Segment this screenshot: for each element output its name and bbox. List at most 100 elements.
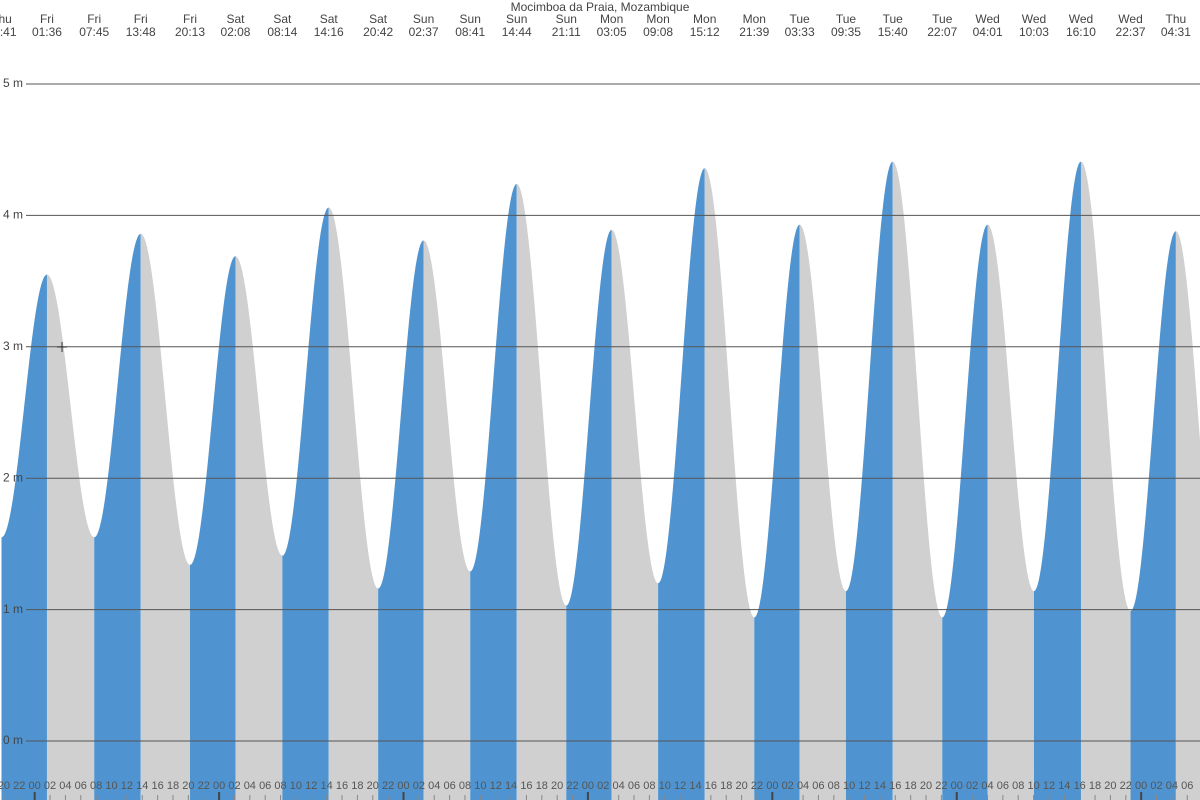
hour-label: 16 bbox=[1074, 780, 1086, 792]
hour-label: 14 bbox=[136, 780, 148, 792]
extreme-time: 16:10 bbox=[1066, 25, 1096, 39]
extreme-time: 01:36 bbox=[32, 25, 62, 39]
hour-label: 00 bbox=[582, 780, 594, 792]
hour-label: 04 bbox=[1166, 780, 1178, 792]
hour-label: 12 bbox=[490, 780, 502, 792]
hour-label: 12 bbox=[858, 780, 870, 792]
extreme-day: Tue bbox=[883, 12, 904, 26]
hour-label: 06 bbox=[997, 780, 1009, 792]
hour-label: 02 bbox=[966, 780, 978, 792]
tide-segment bbox=[658, 168, 705, 800]
y-tick-label: 1 m bbox=[3, 602, 23, 616]
tide-area bbox=[1, 161, 1200, 800]
hour-label: 02 bbox=[228, 780, 240, 792]
hour-label: 18 bbox=[1089, 780, 1101, 792]
extreme-time: 07:45 bbox=[79, 25, 109, 39]
extreme-day: Fri bbox=[87, 12, 101, 26]
tide-segment bbox=[987, 224, 1034, 800]
extreme-time: 04:31 bbox=[1161, 25, 1191, 39]
hour-label: 02 bbox=[782, 780, 794, 792]
extreme-time: 19:41 bbox=[0, 25, 17, 39]
extreme-day: Sat bbox=[369, 12, 388, 26]
hour-label: 12 bbox=[674, 780, 686, 792]
tide-segment bbox=[1, 274, 47, 800]
hour-label: 02 bbox=[597, 780, 609, 792]
hour-label: 08 bbox=[828, 780, 840, 792]
extreme-time: 09:08 bbox=[643, 25, 673, 39]
hour-label: 02 bbox=[44, 780, 56, 792]
extreme-day: Mon bbox=[693, 12, 716, 26]
hour-label: 22 bbox=[13, 780, 25, 792]
hour-label: 08 bbox=[90, 780, 102, 792]
tide-segment bbox=[1175, 231, 1200, 800]
hour-label: 04 bbox=[59, 780, 71, 792]
extreme-day: Sun bbox=[413, 12, 434, 26]
hour-label: 20 bbox=[1104, 780, 1116, 792]
hour-label: 14 bbox=[1058, 780, 1070, 792]
tide-segment bbox=[1033, 161, 1081, 800]
y-tick-label: 0 m bbox=[3, 733, 23, 747]
tide-segment bbox=[1080, 161, 1131, 800]
hour-label: 04 bbox=[244, 780, 256, 792]
hour-label: 06 bbox=[443, 780, 455, 792]
extreme-day: Sat bbox=[226, 12, 245, 26]
hour-label: 00 bbox=[951, 780, 963, 792]
hour-label: 14 bbox=[874, 780, 886, 792]
hour-label: 20 bbox=[367, 780, 379, 792]
hour-label: 04 bbox=[613, 780, 625, 792]
hour-label: 10 bbox=[105, 780, 117, 792]
hour-label: 12 bbox=[305, 780, 317, 792]
hour-label: 06 bbox=[628, 780, 640, 792]
extreme-time: 22:37 bbox=[1116, 25, 1146, 39]
extreme-day: Fri bbox=[40, 12, 54, 26]
extreme-time: 21:11 bbox=[552, 25, 581, 39]
extreme-time: 02:08 bbox=[220, 25, 250, 39]
extreme-time: 20:42 bbox=[363, 25, 393, 39]
hour-label: 10 bbox=[659, 780, 671, 792]
tide-segment bbox=[754, 224, 800, 800]
extreme-day: Tue bbox=[836, 12, 857, 26]
hour-label: 22 bbox=[751, 780, 763, 792]
extreme-day: Mon bbox=[743, 12, 766, 26]
extreme-time: 02:37 bbox=[409, 25, 439, 39]
hour-label: 10 bbox=[843, 780, 855, 792]
extreme-day: Sat bbox=[320, 12, 339, 26]
extreme-day: Wed bbox=[1022, 12, 1046, 26]
hour-label: 16 bbox=[520, 780, 532, 792]
tide-segment bbox=[46, 274, 95, 800]
hour-label: 22 bbox=[198, 780, 210, 792]
extreme-day: Thu bbox=[0, 12, 12, 26]
tide-segment bbox=[235, 256, 283, 800]
hour-label: 10 bbox=[290, 780, 302, 792]
tide-segment bbox=[516, 183, 567, 800]
hour-label: 20 bbox=[920, 780, 932, 792]
extreme-day: Mon bbox=[646, 12, 669, 26]
y-tick-label: 4 m bbox=[3, 208, 23, 222]
extreme-day: Wed bbox=[975, 12, 999, 26]
chart-title: Mocimboa da Praia, Mozambique bbox=[511, 0, 690, 14]
hour-label: 18 bbox=[720, 780, 732, 792]
extreme-day: Tue bbox=[932, 12, 953, 26]
tide-segment bbox=[892, 161, 943, 800]
grid bbox=[26, 83, 1200, 742]
hour-label: 00 bbox=[213, 780, 225, 792]
hour-label: 20 bbox=[0, 780, 10, 792]
tide-segment bbox=[190, 256, 236, 800]
hour-label: 10 bbox=[1027, 780, 1039, 792]
hour-label: 16 bbox=[336, 780, 348, 792]
hour-label: 20 bbox=[182, 780, 194, 792]
tide-segment bbox=[94, 233, 141, 800]
hour-label: 20 bbox=[551, 780, 563, 792]
hour-label: 04 bbox=[797, 780, 809, 792]
tide-segment bbox=[423, 240, 471, 800]
hour-label: 18 bbox=[167, 780, 179, 792]
hour-label: 22 bbox=[566, 780, 578, 792]
extreme-time: 14:16 bbox=[314, 25, 344, 39]
tide-segment bbox=[1130, 231, 1176, 800]
extreme-time: 03:05 bbox=[597, 25, 627, 39]
extreme-time: 20:13 bbox=[175, 25, 205, 39]
extreme-day: Sun bbox=[556, 12, 577, 26]
extreme-time: 08:14 bbox=[267, 25, 297, 39]
extreme-day: Mon bbox=[600, 12, 623, 26]
